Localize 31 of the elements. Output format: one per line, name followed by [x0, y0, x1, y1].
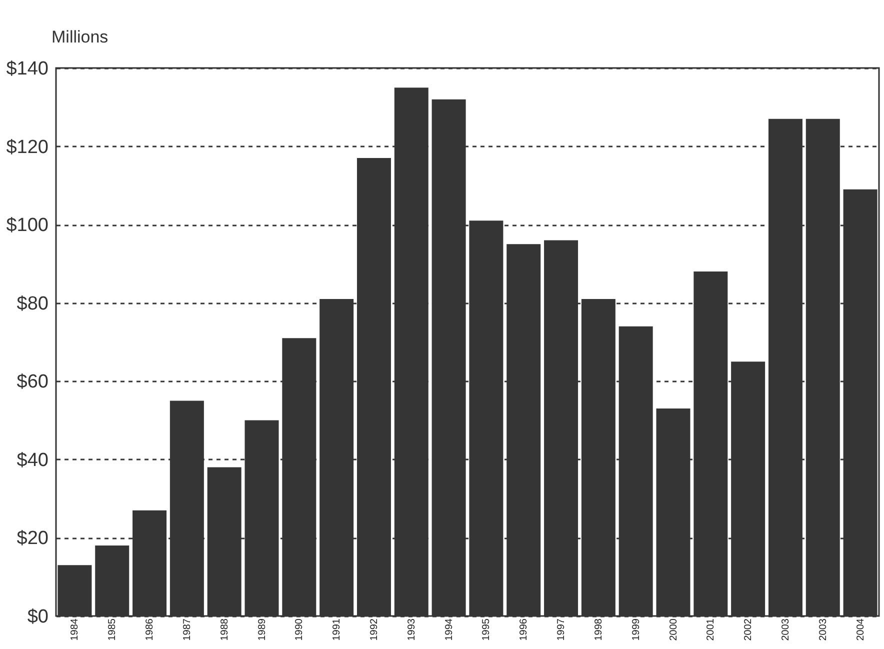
x-tick-label: 1987 — [182, 618, 193, 641]
x-tick-label: 2001 — [706, 618, 717, 641]
y-tick-label: $40 — [16, 450, 48, 471]
x-tick-label: 1984 — [70, 618, 81, 641]
x-tick-label: 1985 — [107, 618, 118, 641]
x-tick-label: 1999 — [630, 618, 642, 641]
x-tick-label: 1995 — [481, 618, 492, 641]
x-tick-label: 1996 — [518, 618, 530, 641]
x-tick-label: 2003 — [780, 618, 792, 641]
y-tick-label: $60 — [16, 372, 48, 393]
y-tick-label: $0 — [27, 606, 48, 628]
x-tick-label: 2004 — [855, 618, 866, 641]
x-tick-label: 2003 — [818, 618, 829, 641]
x-tick-label: 1989 — [256, 618, 268, 641]
x-tick-label: 1986 — [144, 618, 156, 641]
x-tick-label: 1988 — [219, 618, 230, 641]
x-tick-label: 1997 — [556, 618, 568, 641]
y-tick-label: $140 — [6, 58, 48, 80]
x-tick-label: 1991 — [332, 618, 343, 641]
x-tick-label: 2002 — [743, 618, 754, 641]
x-tick-label: 2000 — [668, 618, 680, 641]
y-tick-label: $100 — [6, 215, 48, 236]
y-tick-label: $120 — [6, 136, 48, 158]
y-tick-label: $20 — [16, 528, 48, 550]
x-tick-label: 1993 — [406, 618, 418, 641]
x-tick-label: 1994 — [444, 618, 455, 641]
x-tick-label: 1992 — [368, 618, 380, 641]
x-tick-label: 1990 — [294, 618, 306, 641]
y-tick-label: $80 — [16, 293, 48, 314]
x-tick-label: 1998 — [593, 618, 604, 641]
y-axis-title: Millions — [52, 28, 108, 46]
